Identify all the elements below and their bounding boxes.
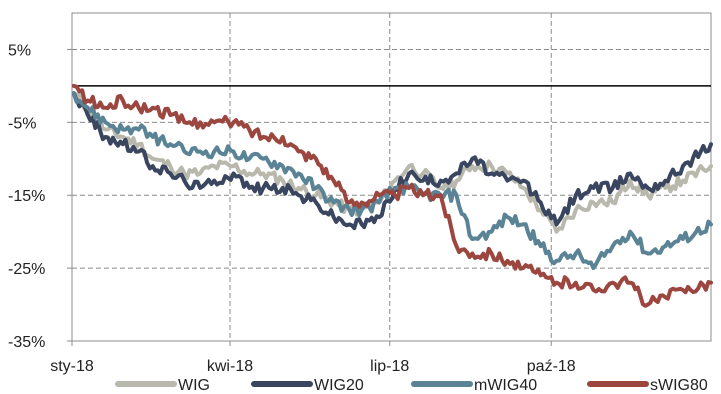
x-tick-label: lip-18 (370, 358, 409, 375)
y-axis-ticks: 5% -5% -15% -25% -35% (8, 42, 45, 351)
legend-label: sWIG80 (650, 377, 708, 394)
y-tick-label: -35% (8, 334, 45, 351)
x-tick-label: kwi-18 (207, 358, 253, 375)
series-line-swig80 (71, 83, 713, 308)
legend-label: mWIG40 (474, 377, 537, 394)
y-tick-label: -5% (8, 115, 36, 132)
series-line-wig (71, 91, 713, 234)
legend-label: WIG20 (314, 377, 364, 394)
y-tick-label: 5% (8, 42, 31, 59)
plot-frame (71, 12, 712, 342)
series-line-mwig40 (71, 91, 713, 271)
x-tick-label: sty-18 (50, 358, 94, 375)
y-tick-label: -25% (8, 261, 45, 278)
series-lines (71, 83, 713, 308)
x-axis-ticks: sty-18 kwi-18 lip-18 paź-18 (50, 358, 576, 375)
legend: WIG WIG20 mWIG40 sWIG80 (115, 377, 708, 394)
legend-label: WIG (178, 377, 210, 394)
y-tick-label: -15% (8, 188, 45, 205)
x-tick-label: paź-18 (527, 358, 576, 375)
